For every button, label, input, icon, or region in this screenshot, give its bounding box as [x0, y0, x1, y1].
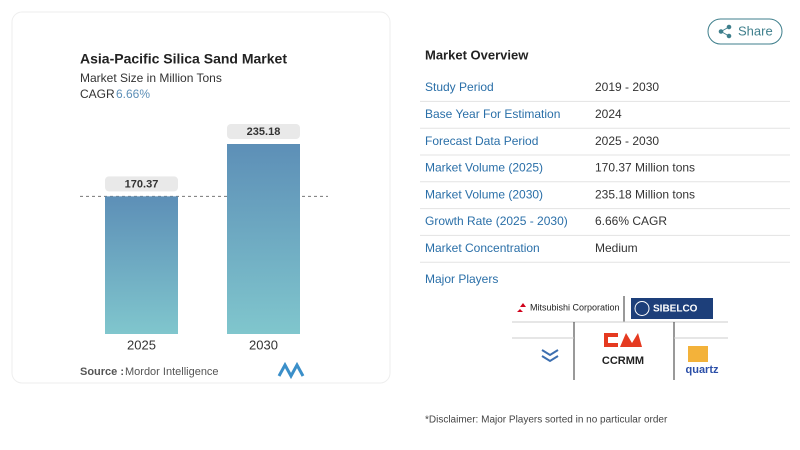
- player-logo-text: quartz: [686, 364, 720, 376]
- x-tick-label: 2025: [127, 337, 156, 352]
- brand-logo: [277, 361, 305, 380]
- value-label: 170.37: [125, 178, 159, 190]
- quartz-mark: [688, 346, 708, 362]
- player-logos: Mitsubishi Corporation SIBELCO CCRMM qua…: [512, 296, 728, 380]
- row-value: 2019 - 2030: [595, 80, 659, 94]
- player-logo-text: SIBELCO: [653, 304, 698, 315]
- player-logo-text: Mitsubishi Corporation: [530, 302, 620, 312]
- overview-title: Market Overview: [425, 47, 529, 62]
- row-label: Market Concentration: [425, 241, 540, 255]
- share-label[interactable]: Share: [738, 23, 773, 38]
- source: Mordor Intelligence: [125, 366, 219, 378]
- source-label: Source :: [80, 366, 124, 378]
- bar: [105, 196, 178, 334]
- share-button[interactable]: [707, 18, 783, 45]
- share-icon: [718, 24, 732, 39]
- bar: [227, 144, 300, 334]
- small-logo: [541, 349, 559, 363]
- mitsubishi-mark: [517, 303, 526, 312]
- sibelco-globe: [634, 301, 650, 316]
- row-label: Study Period: [425, 80, 494, 94]
- row-label: Forecast Data Period: [425, 134, 538, 148]
- cagr-value: 6.66%: [116, 87, 150, 101]
- row-value: 2024: [595, 107, 622, 121]
- row-label: Market Volume (2025): [425, 161, 543, 175]
- row-value: 6.66% CAGR: [595, 214, 667, 228]
- value-label-box: [227, 124, 300, 139]
- x-tick-label: 2030: [249, 337, 278, 352]
- chart-card: [11, 11, 391, 384]
- chart-subtitle: Market Size in Million Tons: [80, 71, 222, 85]
- players-title: Major Players: [425, 272, 498, 286]
- disclaimer: *Disclaimer: Major Players sorted in no …: [425, 415, 668, 426]
- row-label: Market Volume (2030): [425, 187, 543, 201]
- sibelco-logo: [631, 298, 713, 319]
- chart-title: Asia-Pacific Silica Sand Market: [80, 51, 287, 67]
- row-value: 235.18 Million tons: [595, 187, 695, 201]
- ccrmm-mark: [604, 333, 642, 347]
- player-logo-text: CCRMM: [602, 355, 644, 367]
- cagr-label: CAGR: [80, 87, 115, 101]
- value-label: 235.18: [247, 126, 281, 138]
- row-value: Medium: [595, 241, 638, 255]
- row-value: 2025 - 2030: [595, 134, 659, 148]
- row-label: Base Year For Estimation: [425, 107, 560, 121]
- value-label-box: [105, 176, 178, 192]
- row-value: 170.37 Million tons: [595, 161, 695, 175]
- row-label: Growth Rate (2025 - 2030): [425, 214, 568, 228]
